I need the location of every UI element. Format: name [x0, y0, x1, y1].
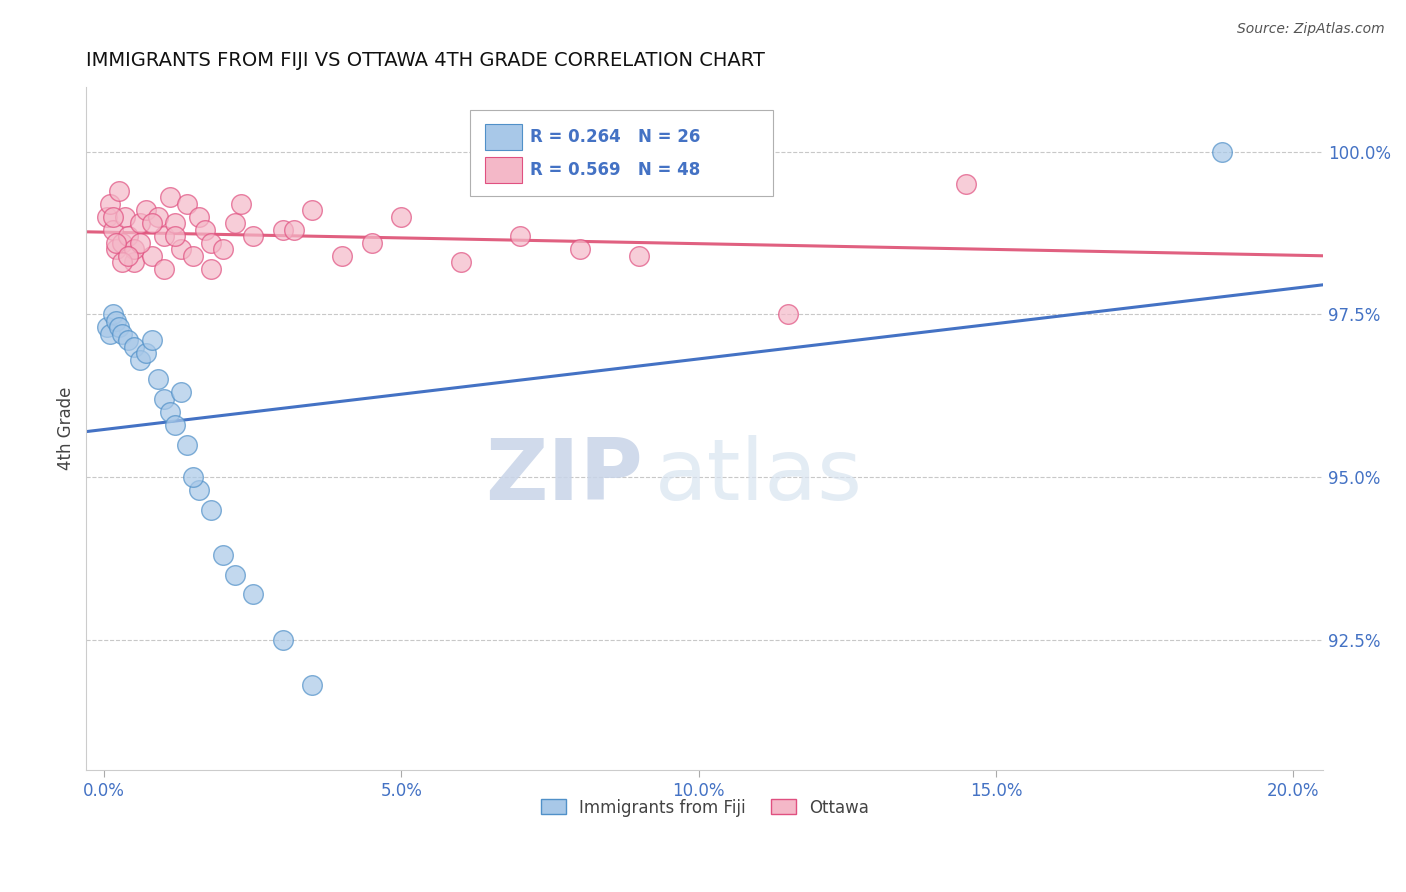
- Point: [108, 320, 131, 334]
- Point: [283, 223, 305, 237]
- Text: Source: ZipAtlas.com: Source: ZipAtlas.com: [1237, 22, 1385, 37]
- Point: [152, 229, 174, 244]
- Point: [135, 203, 157, 218]
- Point: [776, 307, 799, 321]
- Point: [128, 235, 150, 250]
- Point: [105, 314, 128, 328]
- Point: [183, 470, 205, 484]
- Legend: Immigrants from Fiji, Ottawa: Immigrants from Fiji, Ottawa: [534, 792, 876, 823]
- Point: [146, 372, 169, 386]
- Point: [111, 326, 134, 341]
- Y-axis label: 4th Grade: 4th Grade: [58, 386, 75, 470]
- FancyBboxPatch shape: [470, 111, 773, 196]
- Point: [212, 242, 235, 256]
- FancyBboxPatch shape: [485, 158, 522, 184]
- Point: [122, 242, 145, 256]
- Point: [101, 307, 124, 321]
- Point: [105, 235, 128, 250]
- Point: [170, 385, 193, 400]
- Point: [105, 242, 128, 256]
- Point: [152, 392, 174, 406]
- Point: [242, 587, 264, 601]
- Point: [98, 326, 121, 341]
- Point: [165, 216, 187, 230]
- Point: [391, 210, 413, 224]
- Point: [122, 255, 145, 269]
- Point: [194, 223, 217, 237]
- Point: [96, 210, 118, 224]
- Point: [165, 229, 187, 244]
- Point: [188, 210, 211, 224]
- FancyBboxPatch shape: [485, 125, 522, 151]
- Point: [111, 255, 134, 269]
- Point: [101, 210, 124, 224]
- Point: [159, 190, 181, 204]
- Point: [176, 437, 198, 451]
- Point: [117, 334, 139, 348]
- Point: [229, 196, 252, 211]
- Point: [242, 229, 264, 244]
- Point: [170, 242, 193, 256]
- Point: [146, 210, 169, 224]
- Point: [128, 216, 150, 230]
- Point: [114, 210, 136, 224]
- Point: [224, 216, 246, 230]
- Point: [98, 196, 121, 211]
- Point: [568, 242, 591, 256]
- Point: [141, 216, 163, 230]
- Point: [224, 567, 246, 582]
- Text: R = 0.569   N = 48: R = 0.569 N = 48: [530, 161, 700, 179]
- Text: atlas: atlas: [655, 434, 863, 517]
- Point: [200, 261, 222, 276]
- Point: [955, 177, 977, 191]
- Point: [96, 320, 118, 334]
- Point: [101, 223, 124, 237]
- Text: IMMIGRANTS FROM FIJI VS OTTAWA 4TH GRADE CORRELATION CHART: IMMIGRANTS FROM FIJI VS OTTAWA 4TH GRADE…: [86, 51, 765, 70]
- Point: [301, 203, 323, 218]
- Point: [200, 235, 222, 250]
- Point: [183, 249, 205, 263]
- Point: [450, 255, 472, 269]
- Point: [188, 483, 211, 497]
- Text: ZIP: ZIP: [485, 434, 643, 517]
- Point: [628, 249, 651, 263]
- Point: [141, 249, 163, 263]
- Point: [108, 184, 131, 198]
- Point: [159, 405, 181, 419]
- Point: [122, 340, 145, 354]
- Point: [1211, 145, 1233, 159]
- Point: [330, 249, 353, 263]
- Point: [360, 235, 382, 250]
- Point: [301, 678, 323, 692]
- Point: [141, 334, 163, 348]
- Point: [271, 632, 294, 647]
- Text: R = 0.264   N = 26: R = 0.264 N = 26: [530, 128, 700, 146]
- Point: [128, 352, 150, 367]
- Point: [135, 346, 157, 360]
- Point: [117, 229, 139, 244]
- Point: [152, 261, 174, 276]
- Point: [117, 249, 139, 263]
- Point: [200, 502, 222, 516]
- Point: [165, 417, 187, 432]
- Point: [271, 223, 294, 237]
- Point: [176, 196, 198, 211]
- Point: [212, 548, 235, 562]
- Point: [111, 235, 134, 250]
- Point: [509, 229, 531, 244]
